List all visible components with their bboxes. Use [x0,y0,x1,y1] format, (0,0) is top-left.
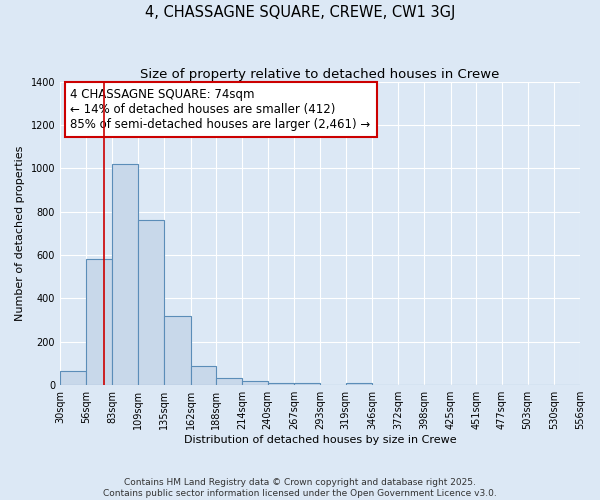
Bar [86,260,112,385]
Bar [138,220,164,385]
X-axis label: Distribution of detached houses by size in Crewe: Distribution of detached houses by size … [184,435,457,445]
Bar [268,383,295,385]
Text: 4, CHASSAGNE SQUARE, CREWE, CW1 3GJ: 4, CHASSAGNE SQUARE, CREWE, CW1 3GJ [145,5,455,20]
Text: 4 CHASSAGNE SQUARE: 74sqm
← 14% of detached houses are smaller (412)
85% of semi: 4 CHASSAGNE SQUARE: 74sqm ← 14% of detac… [70,88,371,130]
Bar [295,383,320,385]
Bar [164,316,191,385]
Bar [112,164,138,385]
Title: Size of property relative to detached houses in Crewe: Size of property relative to detached ho… [140,68,500,80]
Bar [191,366,216,385]
Y-axis label: Number of detached properties: Number of detached properties [15,146,25,321]
Bar [242,381,268,385]
Bar [346,383,373,385]
Bar [216,378,242,385]
Bar [60,371,86,385]
Text: Contains HM Land Registry data © Crown copyright and database right 2025.
Contai: Contains HM Land Registry data © Crown c… [103,478,497,498]
